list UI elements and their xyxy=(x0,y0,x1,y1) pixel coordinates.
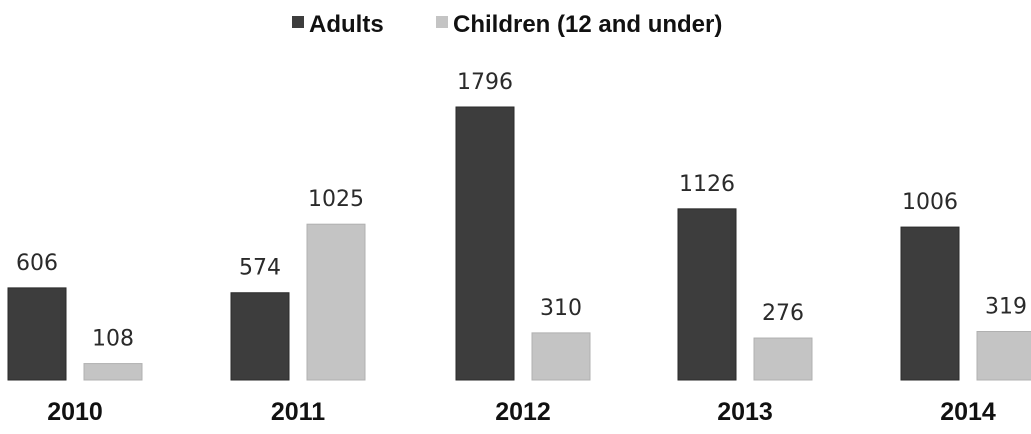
bar-adults-2014 xyxy=(900,226,960,381)
category-label-2010: 2010 xyxy=(47,398,103,426)
bar-children-2010 xyxy=(83,363,143,381)
bar-adults-2012 xyxy=(455,106,515,381)
plot-area: 606 108 2010 574 1025 2011 1796 310 2012 1126 276 2… xyxy=(7,70,1031,426)
legend-label-0: Adults xyxy=(309,11,384,38)
value-label-adults-2010: 606 xyxy=(16,251,58,276)
value-label-adults-2011: 574 xyxy=(239,256,281,281)
value-label-adults-2012: 1796 xyxy=(457,70,513,95)
bar-adults-2010 xyxy=(7,287,67,381)
value-label-adults-2013: 1126 xyxy=(679,172,735,197)
value-label-children-2013: 276 xyxy=(762,301,804,326)
bar-children-2013 xyxy=(753,337,813,381)
legend-swatch-0 xyxy=(292,16,304,28)
value-label-children-2011: 1025 xyxy=(308,187,364,212)
bar-adults-2013 xyxy=(677,208,737,381)
bar-children-2011 xyxy=(306,223,366,381)
value-label-adults-2014: 1006 xyxy=(902,190,958,215)
value-label-children-2010: 108 xyxy=(92,327,134,352)
category-label-2013: 2013 xyxy=(717,398,773,426)
bar-children-2014 xyxy=(976,331,1031,381)
bar-adults-2011 xyxy=(230,292,290,381)
bar-children-2012 xyxy=(531,332,591,381)
category-label-2014: 2014 xyxy=(940,398,996,426)
legend-swatch-1 xyxy=(436,16,448,28)
legend: Adults Children (12 and under) xyxy=(292,11,722,38)
value-label-children-2014: 319 xyxy=(985,295,1027,320)
legend-label-1: Children (12 and under) xyxy=(453,11,722,38)
category-label-2012: 2012 xyxy=(495,398,551,426)
category-label-2011: 2011 xyxy=(271,398,325,426)
value-label-children-2012: 310 xyxy=(540,296,582,321)
